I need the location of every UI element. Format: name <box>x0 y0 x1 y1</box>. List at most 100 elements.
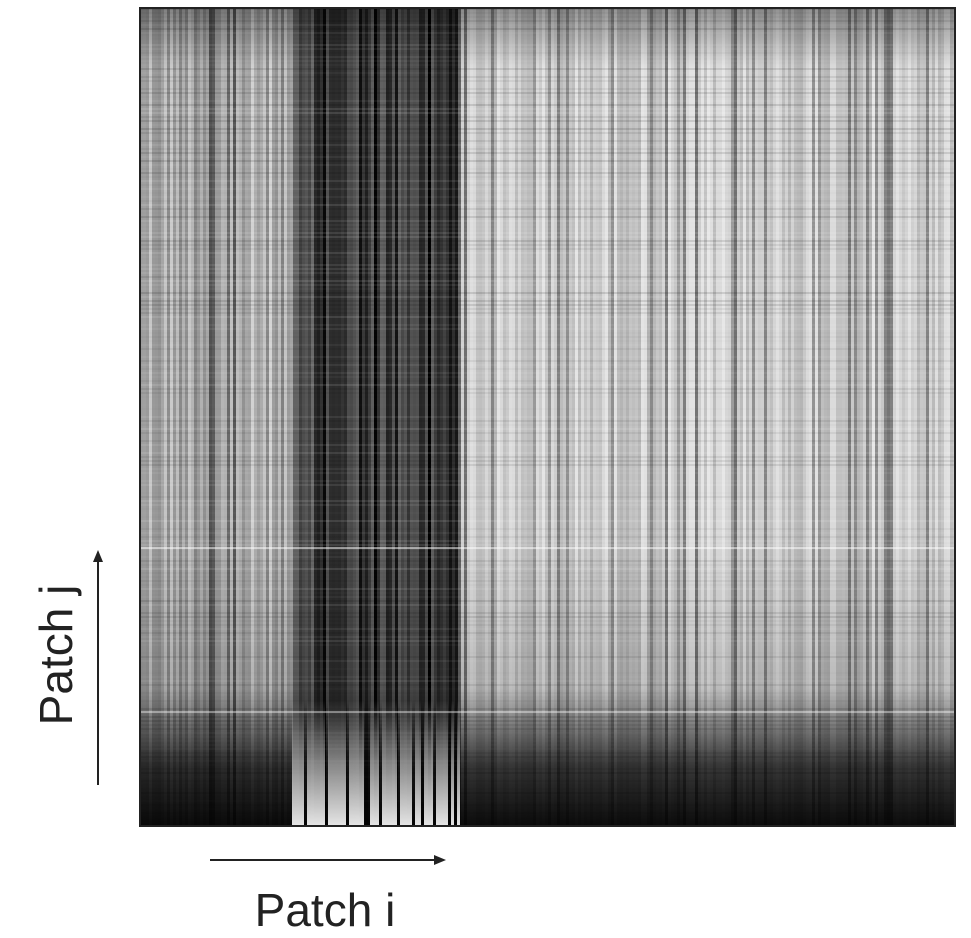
stripe <box>470 8 473 826</box>
stripe <box>896 8 899 826</box>
stripe <box>344 8 347 826</box>
row-band <box>140 380 955 382</box>
stripe <box>356 8 359 826</box>
stripe <box>827 8 830 826</box>
stripe <box>509 8 512 826</box>
y-arrow-head <box>93 550 103 562</box>
x-arrow-head <box>434 855 446 865</box>
band-light <box>418 700 421 826</box>
stripe <box>608 8 611 826</box>
stripe <box>941 8 944 826</box>
row-band <box>140 76 955 78</box>
row-band <box>140 336 955 338</box>
stripe <box>446 8 449 826</box>
stripe <box>728 8 731 826</box>
stripe <box>419 8 422 826</box>
band-light <box>415 700 418 826</box>
stripe <box>431 8 434 826</box>
row-band <box>140 124 955 126</box>
stripe <box>752 8 755 826</box>
stripe <box>206 8 209 826</box>
row-band <box>140 376 955 378</box>
row-band <box>140 164 955 166</box>
band-light <box>307 700 310 826</box>
row-band <box>140 160 955 162</box>
row-band <box>140 352 955 354</box>
stripe <box>362 8 365 826</box>
stripe <box>584 8 587 826</box>
stripe <box>566 8 569 826</box>
row-band <box>140 496 955 498</box>
stripe <box>170 8 173 826</box>
stripe <box>878 8 881 826</box>
row-band <box>140 252 955 254</box>
row-band <box>140 492 955 494</box>
stripe <box>587 8 590 826</box>
band-light <box>445 700 448 826</box>
stripe <box>689 8 692 826</box>
stripe <box>185 8 188 826</box>
stripe <box>290 8 293 826</box>
row-band <box>140 136 955 138</box>
stripe <box>602 8 605 826</box>
stripe <box>389 8 392 826</box>
row-band <box>140 448 955 450</box>
stripe <box>848 8 851 826</box>
stripe <box>158 8 161 826</box>
band-light <box>409 700 412 826</box>
band-light <box>424 700 427 826</box>
stripe <box>152 8 155 826</box>
stripe <box>329 8 332 826</box>
stripe <box>500 8 503 826</box>
row-band <box>140 208 955 210</box>
stripe <box>347 8 350 826</box>
stripe <box>332 8 335 826</box>
band-light <box>451 700 454 826</box>
stripe <box>242 8 245 826</box>
stripe <box>182 8 185 826</box>
stripe <box>788 8 791 826</box>
row-band <box>140 224 955 226</box>
row-band <box>140 460 955 462</box>
stripe <box>692 8 695 826</box>
band-light <box>319 700 322 826</box>
stripe <box>518 8 521 826</box>
stripe <box>422 8 425 826</box>
row-band <box>140 172 955 174</box>
row-band <box>140 364 955 366</box>
stripe <box>305 8 308 826</box>
band-light <box>313 700 316 826</box>
row-band <box>140 388 955 390</box>
stripe <box>536 8 539 826</box>
row-band <box>140 240 955 242</box>
band-light <box>292 700 295 826</box>
stripe <box>818 8 821 826</box>
stripe <box>917 8 920 826</box>
stripe <box>263 8 266 826</box>
stripe <box>647 8 650 826</box>
stripe <box>230 8 233 826</box>
stripe <box>365 8 368 826</box>
stripe <box>716 8 719 826</box>
x-axis-label: Patch i <box>255 884 396 933</box>
stripe <box>548 8 551 826</box>
stripe <box>140 8 143 826</box>
y-axis-label: Patch j <box>30 585 82 726</box>
stripe <box>227 8 230 826</box>
stripe <box>713 8 716 826</box>
stripe <box>890 8 893 826</box>
stripe <box>815 8 818 826</box>
stripe <box>734 8 737 826</box>
stripe <box>857 8 860 826</box>
stripe <box>650 8 653 826</box>
band-light <box>406 700 409 826</box>
row-band <box>140 324 955 326</box>
row-band <box>140 88 955 90</box>
stripe <box>800 8 803 826</box>
stripe <box>449 8 452 826</box>
stripe <box>761 8 764 826</box>
stripe <box>350 8 353 826</box>
stripe <box>740 8 743 826</box>
stripe <box>623 8 626 826</box>
